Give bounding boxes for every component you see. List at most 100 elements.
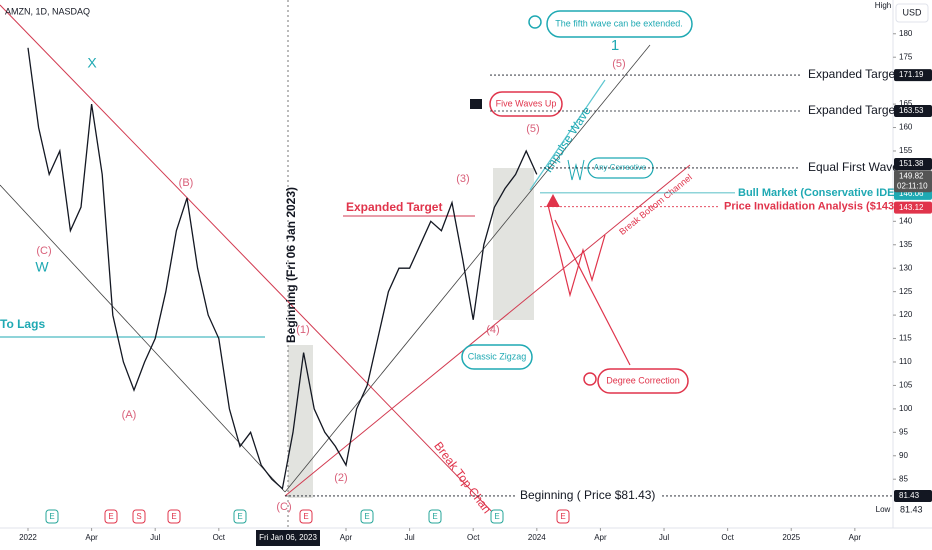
x-tick-label: Jul <box>150 533 160 542</box>
level-label: Bull Market (Conservative IDEA) <box>738 187 906 199</box>
event-icon <box>428 509 442 524</box>
price-badge <box>894 104 932 117</box>
x-tick-label: Jul <box>404 533 414 542</box>
channel-line <box>284 164 691 497</box>
y-tick-label: 130 <box>899 263 913 272</box>
event-label: E <box>108 512 113 521</box>
price-line <box>27 47 538 490</box>
event-label: E <box>560 512 565 521</box>
y-tick-label: 105 <box>899 381 913 390</box>
event-label: E <box>237 512 242 521</box>
expanded-target: Expanded Target <box>346 200 442 214</box>
wave-label: (C) <box>276 501 291 513</box>
event-icon <box>132 509 146 524</box>
y-tick-label: 110 <box>899 357 912 366</box>
event-label: E <box>432 512 437 521</box>
price-badge-label: 149.82 <box>899 171 924 180</box>
y-tick-label: 85 <box>899 474 908 483</box>
channel-line <box>284 44 651 493</box>
x-tick-label: 2025 <box>782 533 800 542</box>
y-tick-label: 90 <box>899 451 908 460</box>
wave-label: (A) <box>122 409 137 421</box>
symbol: AMZN, 1D, NASDAQ <box>5 6 90 16</box>
x-tick-label: 2024 <box>528 533 546 542</box>
wave-label: (3) <box>456 173 469 185</box>
event-label: E <box>171 512 176 521</box>
y-tick-label: 160 <box>899 123 913 132</box>
price-badge <box>894 201 932 214</box>
price-badge-label: 81.43 <box>899 491 920 500</box>
wave-label: X <box>87 55 97 71</box>
callout-box <box>546 10 693 38</box>
projection <box>547 204 606 298</box>
event-icon <box>490 509 504 524</box>
level-label: Price Invalidation Analysis ($143.12) <box>724 201 913 213</box>
level-label: Expanded Target <box>808 103 899 117</box>
price-badge-label: 151.38 <box>899 159 924 168</box>
level-label: Equal First Wave <box>808 160 899 174</box>
price-badge-label: 163.53 <box>899 106 924 115</box>
event-icon <box>45 509 59 524</box>
event-icon <box>299 509 313 524</box>
wave-label: (5) <box>612 58 625 70</box>
low-value: 81.43 <box>900 504 923 514</box>
event-icon <box>233 509 247 524</box>
beginning-date: Beginning (Fri 06 Jan 2023) <box>284 187 298 343</box>
callout: Five Waves Up <box>496 98 557 108</box>
callout: Degree Correction <box>606 375 680 385</box>
wave-label: (B) <box>179 177 194 189</box>
wave-label: (2) <box>334 472 347 484</box>
projection <box>529 79 606 191</box>
axis-unit: USD <box>902 7 922 17</box>
x-tick-label: Apr <box>340 533 353 542</box>
wave-label: 1 <box>611 37 619 54</box>
level-label: Expanded Target <box>808 67 899 81</box>
wave-label: (4) <box>486 324 499 336</box>
x-tick-label: Oct <box>721 533 734 542</box>
price-badge-label: 143.12 <box>899 203 924 212</box>
wave-label: (C) <box>36 245 51 257</box>
x-tick-label: Apr <box>594 533 607 542</box>
bulb-icon <box>583 372 597 386</box>
x-tick-label: Oct <box>467 533 480 542</box>
price-badge <box>894 170 932 193</box>
crosshair-label: Fri Jan 06, 2023 <box>259 533 317 542</box>
wave-label: (1) <box>296 324 309 336</box>
y-tick-label: 95 <box>899 427 908 436</box>
x-tick-label: Jul <box>659 533 669 542</box>
wave-label: (5) <box>526 123 539 135</box>
flag-icon <box>470 99 482 109</box>
warning-icon <box>546 194 560 207</box>
wave-box <box>493 168 534 320</box>
countdown: 02:11:10 <box>897 181 928 190</box>
event-icon <box>556 509 570 524</box>
y-tick-label: 115 <box>899 334 912 343</box>
y-tick-label: 135 <box>899 240 913 249</box>
y-tick-label: 140 <box>899 216 913 225</box>
event-icon <box>104 509 118 524</box>
wave-box <box>288 345 313 498</box>
to-lags: To Lags <box>0 317 45 331</box>
price-badge-label: 146.06 <box>899 189 924 198</box>
callout-box <box>461 344 533 370</box>
price-badge <box>894 69 932 82</box>
event-icon <box>167 509 181 524</box>
x-tick-label: Oct <box>213 533 226 542</box>
callout: Classic Zigzag <box>468 351 527 361</box>
callout-box <box>597 368 689 394</box>
price-badge <box>894 489 932 502</box>
y-tick-label: 155 <box>899 146 913 155</box>
callout: The fifth wave can be extended. <box>555 18 683 28</box>
price-badge <box>894 157 932 170</box>
event-icon <box>360 509 374 524</box>
y-tick-label: 165 <box>899 99 913 108</box>
x-tick-label: Apr <box>85 533 98 542</box>
channel-line <box>0 184 286 493</box>
price-badge-label: 171.19 <box>899 70 924 79</box>
level-label: Beginning ( Price $81.43) <box>520 488 655 502</box>
x-tick-label: 2022 <box>19 533 37 542</box>
low-label: Low <box>876 505 891 514</box>
callout-box <box>489 91 563 117</box>
unit-box <box>895 3 929 23</box>
